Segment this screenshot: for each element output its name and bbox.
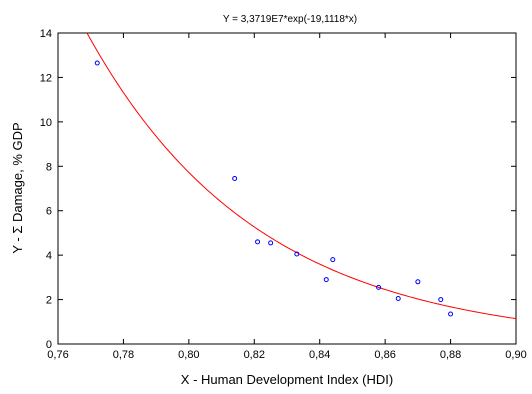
- data-point: [294, 251, 300, 257]
- x-tick-label: 0,90: [505, 349, 526, 361]
- x-tick-label: 0,82: [244, 349, 265, 361]
- y-tick-label: 6: [46, 206, 52, 218]
- x-tick-label: 0,86: [374, 349, 395, 361]
- y-tick-label: 8: [46, 161, 52, 173]
- y-tick-label: 14: [40, 28, 52, 40]
- fit-curve: [86, 33, 516, 320]
- data-point: [376, 284, 382, 290]
- y-tick-label: 12: [40, 72, 52, 84]
- data-point: [438, 297, 444, 303]
- x-tick-label: 0,84: [309, 349, 330, 361]
- data-point: [395, 295, 401, 301]
- plot-frame: [57, 32, 517, 345]
- y-axis-title: Y - Σ Damage, % GDP: [10, 122, 25, 253]
- data-point: [255, 239, 261, 245]
- y-tick-label: 4: [46, 250, 52, 262]
- data-point: [268, 240, 274, 246]
- x-tick-label: 0,88: [440, 349, 461, 361]
- x-axis-title: X - Human Development Index (HDI): [181, 372, 393, 387]
- y-tick-label: 2: [46, 295, 52, 307]
- data-point: [323, 277, 329, 283]
- data-point: [232, 176, 238, 182]
- chart-title: Y = 3,3719E7*exp(-19,1118*x): [223, 14, 357, 25]
- y-tick-label: 10: [40, 117, 52, 129]
- data-point: [330, 257, 336, 263]
- x-tick-label: 0,78: [113, 349, 134, 361]
- data-point: [94, 60, 100, 66]
- data-point: [448, 311, 454, 317]
- y-tick-label: 0: [46, 339, 52, 351]
- data-point: [415, 279, 421, 285]
- x-tick-label: 0,80: [178, 349, 199, 361]
- x-tick-label: 0,76: [47, 349, 68, 361]
